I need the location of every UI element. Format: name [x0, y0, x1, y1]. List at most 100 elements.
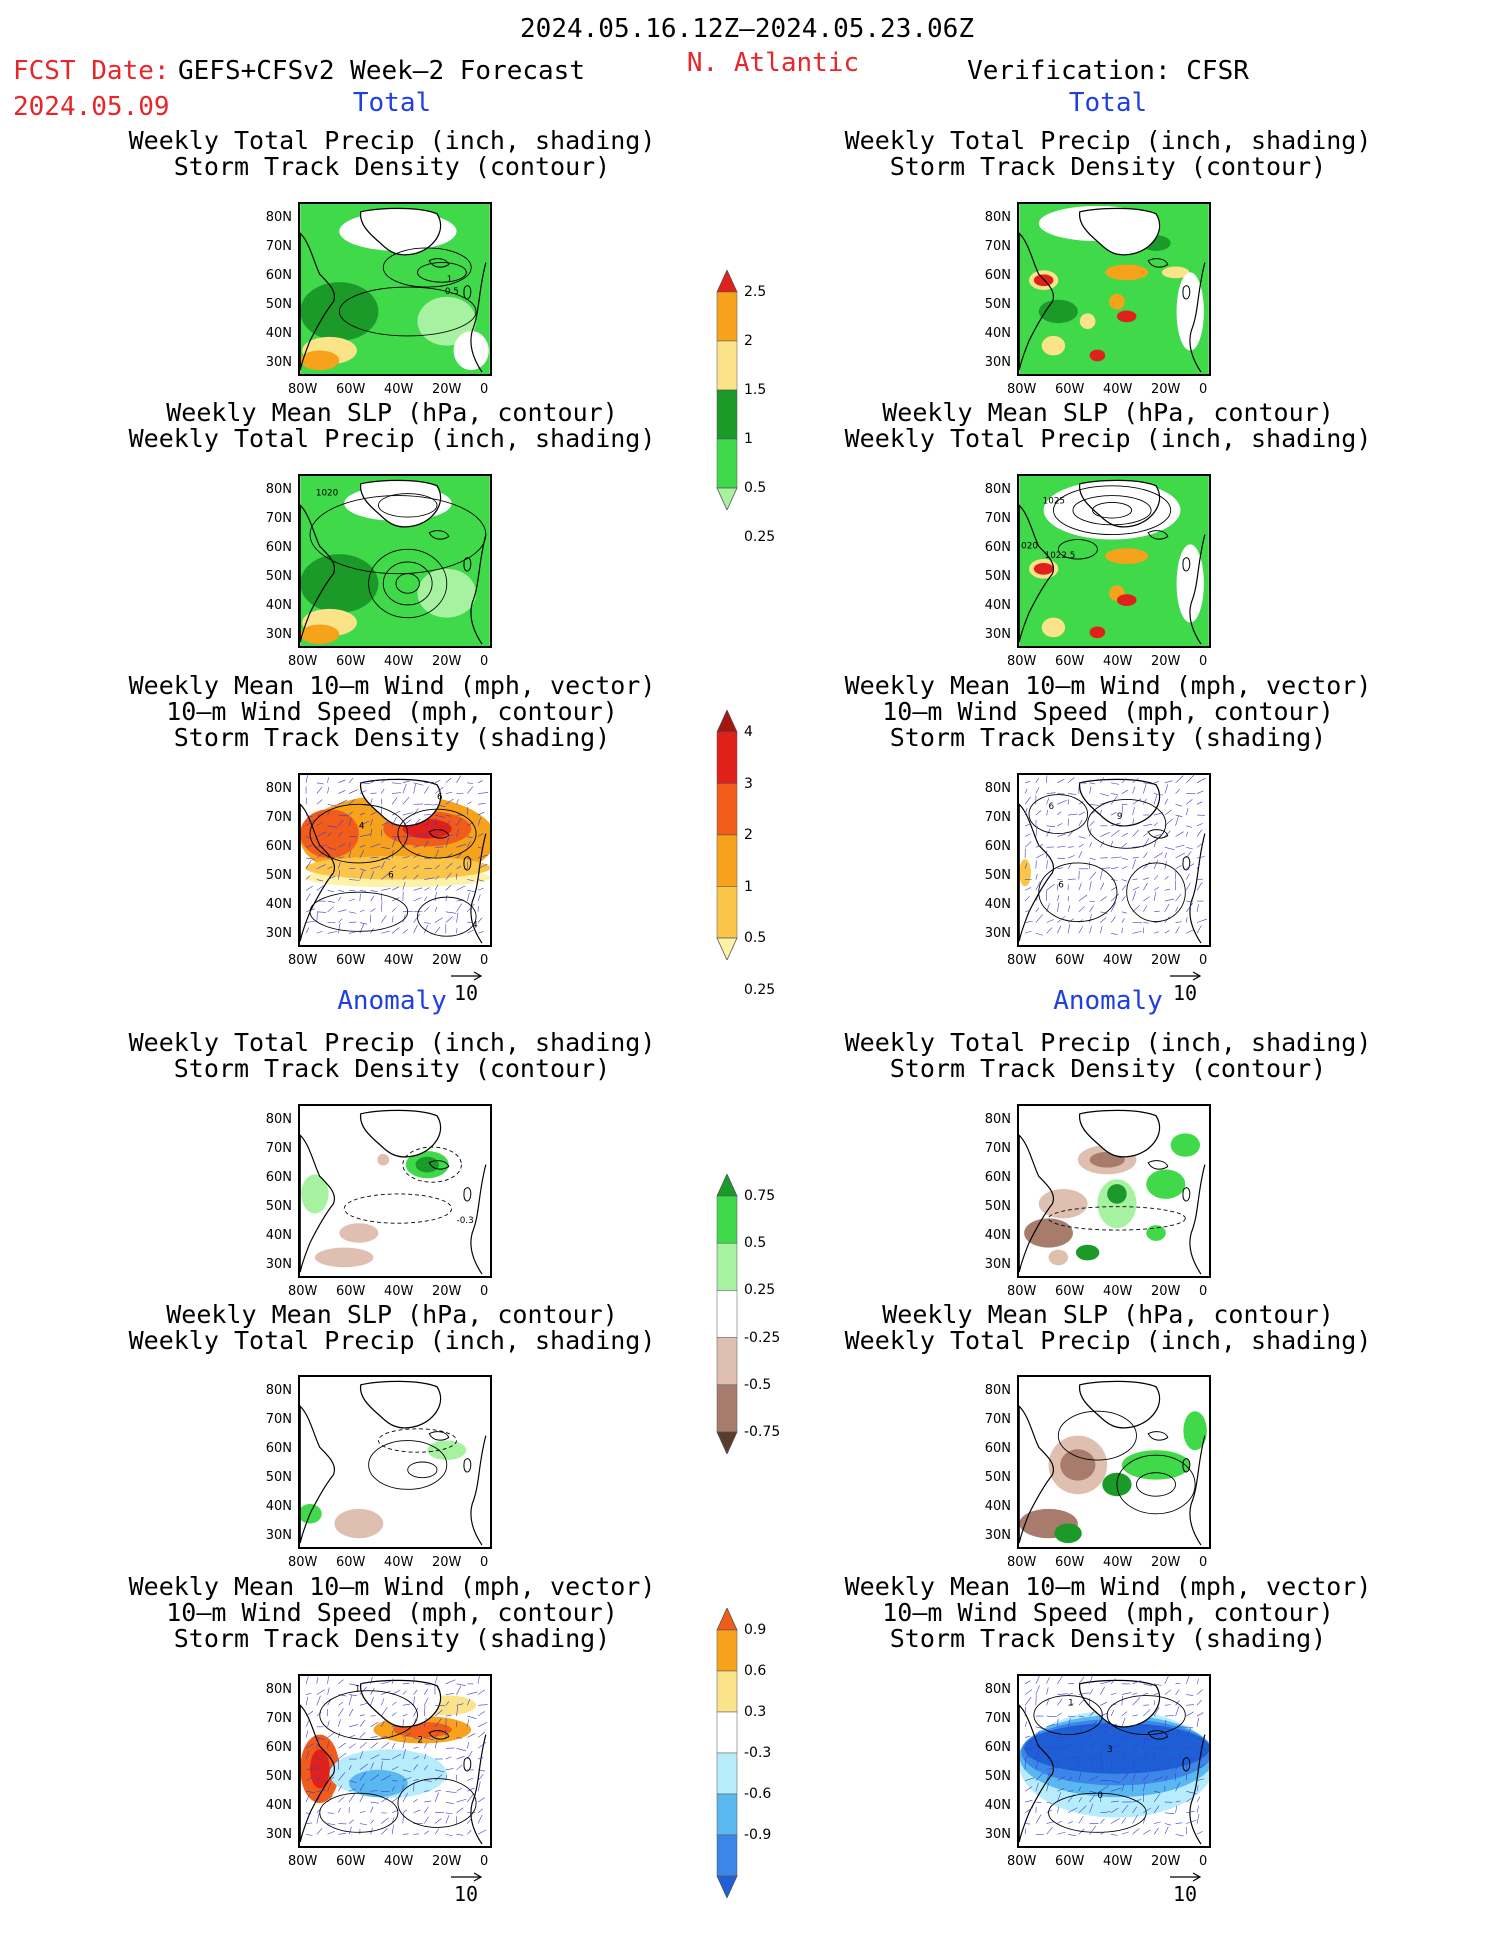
lat-label: 80N [256, 781, 292, 796]
lon-label: 40W [384, 1854, 413, 1869]
lon-label: 60W [1055, 953, 1084, 968]
colorbar-label: 0.75 [744, 1188, 775, 1204]
vector-reference: 10 [450, 971, 484, 1005]
lon-label: 0 [1199, 1854, 1207, 1869]
colorbar-label: -0.3 [744, 1745, 771, 1761]
lon-label: 20W [432, 1284, 461, 1299]
colorbar-label: 1 [744, 879, 753, 895]
lat-label: 50N [256, 868, 292, 883]
svg-text:1: 1 [447, 275, 453, 285]
colorbar-label: 0.3 [744, 1704, 766, 1720]
panel-title-line: Storm Track Density (contour) [174, 1056, 611, 1081]
svg-text:6: 6 [437, 792, 443, 802]
lat-label: 80N [975, 1383, 1011, 1398]
lat-label: 50N [975, 1769, 1011, 1784]
lat-label: 40N [975, 897, 1011, 912]
lat-label: 50N [975, 569, 1011, 584]
svg-text:0.5: 0.5 [445, 287, 459, 297]
lat-label: 40N [256, 1798, 292, 1813]
vector-reference-value: 10 [1173, 981, 1203, 1005]
lat-label: 70N [975, 511, 1011, 526]
lon-label: 80W [1007, 1555, 1036, 1570]
lat-label: 50N [975, 868, 1011, 883]
lat-label: 80N [975, 1112, 1011, 1127]
forecast-name: GEFS+CFSv2 Week–2 Forecast [178, 58, 585, 84]
lat-label: 40N [256, 897, 292, 912]
lon-label: 0 [480, 1555, 488, 1570]
colorbar-label: -0.75 [744, 1424, 780, 1440]
vector-reference-value: 10 [454, 1882, 484, 1906]
lon-label: 60W [336, 654, 365, 669]
panel-title-line: Storm Track Density (contour) [890, 1056, 1327, 1081]
lon-label: 0 [1199, 654, 1207, 669]
colorbar-label: 0.25 [744, 1282, 775, 1298]
lat-label: 50N [256, 569, 292, 584]
fcst-date-label: FCST Date: [13, 58, 170, 84]
lat-label: 30N [256, 1827, 292, 1842]
lat-label: 80N [975, 1682, 1011, 1697]
lon-label: 0 [480, 953, 488, 968]
svg-text:6: 6 [388, 871, 394, 881]
lat-label: 80N [256, 1383, 292, 1398]
lat-label: 80N [975, 781, 1011, 796]
colorbar-label: 0.9 [744, 1622, 766, 1638]
vector-reference: 10 [450, 1872, 484, 1906]
lat-label: 60N [975, 1170, 1011, 1185]
colorbar-label: 0.5 [744, 480, 766, 496]
lat-label: 50N [975, 1199, 1011, 1214]
panel-title-line: Weekly Total Precip (inch, shading) [129, 1328, 656, 1353]
panel-title-line: 10–m Wind Speed (mph, contour) [166, 699, 618, 724]
lon-label: 80W [288, 1284, 317, 1299]
lat-label: 70N [256, 1141, 292, 1156]
svg-text:1: 1 [355, 1685, 361, 1695]
panel-title-line: Weekly Total Precip (inch, shading) [129, 1030, 656, 1055]
lon-label: 60W [1055, 654, 1084, 669]
lat-label: 60N [256, 1740, 292, 1755]
map-fc-precip-anom: -0.3 [300, 1106, 490, 1276]
panel-title-line: Weekly Total Precip (inch, shading) [129, 128, 656, 153]
lon-label: 60W [336, 1284, 365, 1299]
lat-label: 70N [256, 511, 292, 526]
lat-label: 50N [256, 1199, 292, 1214]
lon-label: 60W [336, 1555, 365, 1570]
lat-label: 30N [975, 355, 1011, 370]
svg-text:2: 2 [417, 1735, 423, 1745]
lat-label: 60N [975, 268, 1011, 283]
lon-label: 40W [384, 654, 413, 669]
lat-label: 70N [256, 810, 292, 825]
lon-label: 80W [1007, 1284, 1036, 1299]
svg-text:0: 0 [1097, 1791, 1103, 1801]
panel-title-line: Storm Track Density (shading) [174, 725, 611, 750]
panel-title-line: Storm Track Density (contour) [174, 154, 611, 179]
lon-label: 80W [1007, 953, 1036, 968]
lon-label: 80W [288, 953, 317, 968]
lon-label: 60W [1055, 1555, 1084, 1570]
lon-label: 20W [1151, 953, 1180, 968]
lat-label: 60N [256, 839, 292, 854]
colorbar-label: 0.6 [744, 1663, 766, 1679]
colorbar-label: 2.5 [744, 284, 766, 300]
lat-label: 80N [256, 1682, 292, 1697]
lon-label: 80W [288, 654, 317, 669]
section-anomaly-verification: Anomaly [1053, 988, 1163, 1014]
lon-label: 0 [480, 382, 488, 397]
svg-text:020: 020 [1021, 541, 1038, 551]
lon-label: 0 [1199, 382, 1207, 397]
lat-label: 60N [256, 268, 292, 283]
lon-label: 20W [432, 1555, 461, 1570]
lon-label: 80W [1007, 654, 1036, 669]
lon-label: 20W [432, 382, 461, 397]
lon-label: 40W [1103, 953, 1132, 968]
lat-label: 70N [975, 1141, 1011, 1156]
lat-label: 30N [975, 1528, 1011, 1543]
lon-label: 20W [1151, 1284, 1180, 1299]
lon-label: 20W [1151, 1854, 1180, 1869]
lon-label: 20W [432, 953, 461, 968]
map-panel-fc-slp-anom [298, 1375, 492, 1549]
lat-label: 80N [975, 210, 1011, 225]
lat-label: 60N [256, 1170, 292, 1185]
map-panel-fc-precip-anom: -0.3 [298, 1104, 492, 1278]
